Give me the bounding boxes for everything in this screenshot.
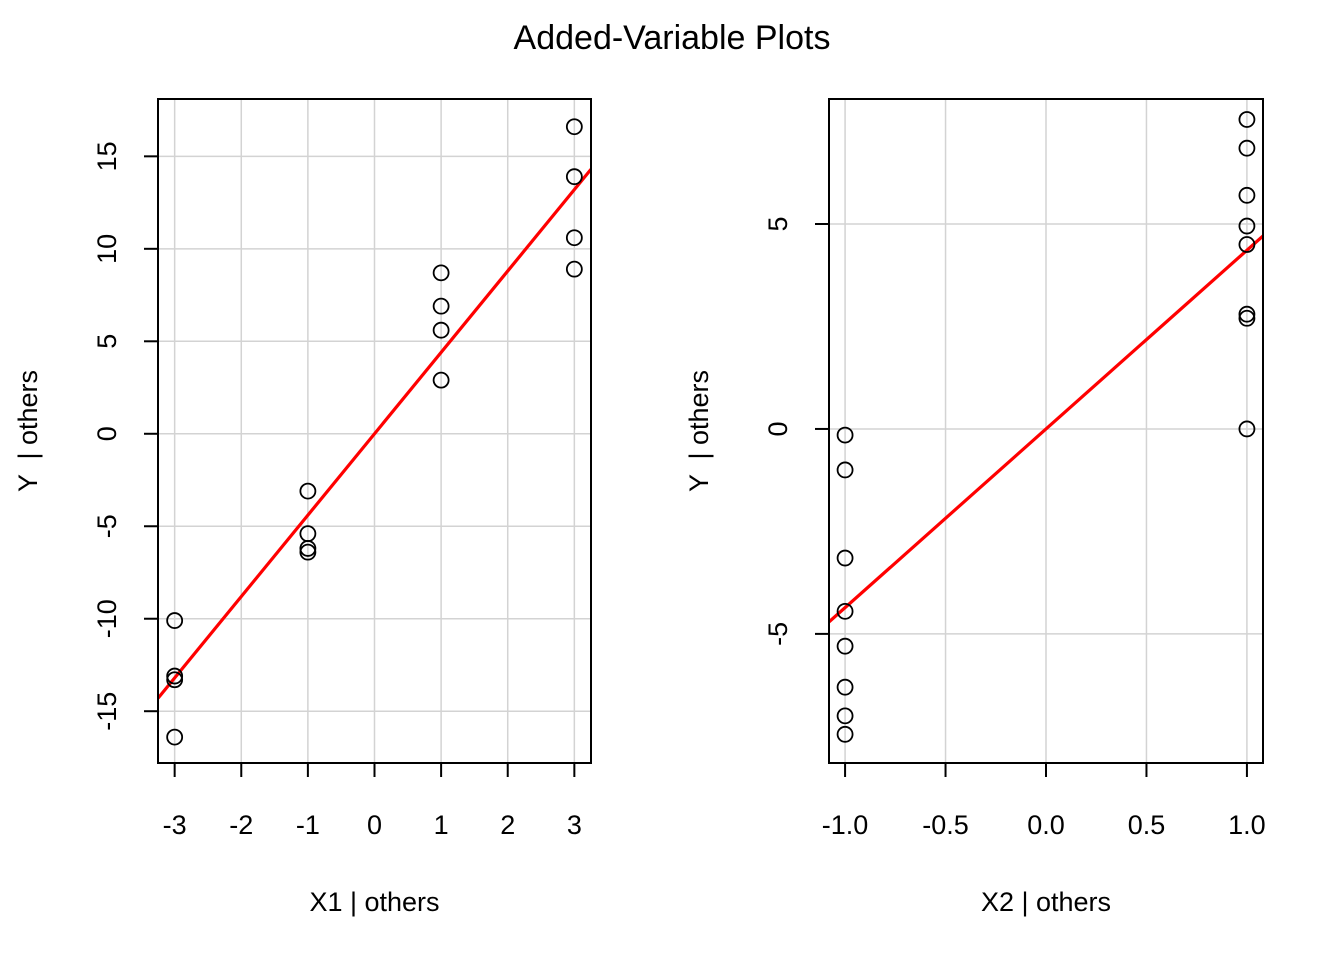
y-tick-label: 5 xyxy=(763,216,793,231)
x-axis-label: X1 | others xyxy=(309,887,439,917)
fit-line-group xyxy=(158,168,591,700)
data-point xyxy=(836,707,854,725)
data-point xyxy=(432,297,450,315)
data-point xyxy=(432,371,450,389)
data-point xyxy=(166,612,184,629)
y-tick-label: 0 xyxy=(763,421,793,436)
y-tick-label: -5 xyxy=(92,514,122,538)
data-point xyxy=(299,543,317,561)
data-point xyxy=(1238,420,1256,438)
data-point xyxy=(1238,305,1256,323)
y-tick-label: 15 xyxy=(92,141,122,171)
data-point xyxy=(1238,236,1256,253)
x-axis-label: X2 | others xyxy=(981,887,1111,917)
data-point xyxy=(432,321,450,339)
x-tick-label: 0 xyxy=(367,810,382,840)
x-tick-label: 2 xyxy=(500,810,515,840)
fit-line-group xyxy=(829,234,1263,624)
data-point xyxy=(836,426,854,444)
data-point xyxy=(836,549,854,567)
data-point xyxy=(1238,309,1256,327)
scatter-points xyxy=(836,111,1256,743)
x-tick-label: 1.0 xyxy=(1228,810,1266,840)
y-tick-label: -15 xyxy=(92,692,122,731)
x-tick-label: 0.5 xyxy=(1128,810,1166,840)
data-point xyxy=(565,168,583,186)
panel-x2: -1.0 -0.5 0.0 0.5 1.0 -5 0 5 X2 | others Y | ot… xyxy=(684,98,1266,917)
data-point xyxy=(836,678,854,696)
data-point xyxy=(565,229,583,247)
y-tick-label: 0 xyxy=(92,426,122,441)
y-axis-label: Y | others xyxy=(13,370,43,492)
data-point xyxy=(836,461,854,479)
data-point xyxy=(836,637,854,655)
data-point xyxy=(836,725,854,743)
data-point xyxy=(565,118,583,136)
x-tick-label: 3 xyxy=(567,810,582,840)
grid-lines xyxy=(158,99,591,763)
x-tick-label: -3 xyxy=(163,810,187,840)
y-tick-label: -10 xyxy=(92,599,122,638)
data-point xyxy=(432,264,450,282)
y-tick-label: 5 xyxy=(92,334,122,349)
data-point xyxy=(166,728,184,746)
data-point xyxy=(1238,111,1256,128)
y-axis-label: Y | others xyxy=(684,370,714,492)
axes: -1.0 -0.5 0.0 0.5 1.0 -5 0 5 xyxy=(763,98,1266,840)
scatter-points xyxy=(166,118,583,746)
x-tick-label: 1 xyxy=(434,810,449,840)
data-point xyxy=(1238,186,1256,204)
data-point xyxy=(836,602,854,620)
data-point xyxy=(166,671,184,689)
x-tick-label: -1 xyxy=(296,810,320,840)
y-tick-label: -5 xyxy=(763,622,793,646)
fit-line xyxy=(158,168,591,700)
x-tick-label: -0.5 xyxy=(922,810,969,840)
x-tick-label: 0.0 xyxy=(1027,810,1065,840)
data-point xyxy=(299,482,317,500)
x-tick-label: -1.0 xyxy=(822,810,869,840)
data-point xyxy=(1238,217,1256,235)
y-tick-label: 10 xyxy=(92,234,122,264)
data-point xyxy=(1238,139,1256,157)
fit-line xyxy=(829,234,1263,624)
figure-title: Added-Variable Plots xyxy=(514,19,831,57)
data-point xyxy=(565,260,583,278)
x-tick-label: -2 xyxy=(229,810,253,840)
